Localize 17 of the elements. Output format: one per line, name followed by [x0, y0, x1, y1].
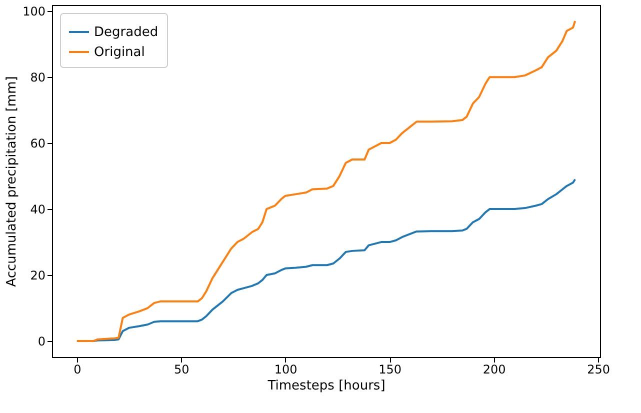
y-axis-title: Accumulated precipitation [mm]: [4, 76, 20, 287]
line-series: [76, 20, 576, 342]
x-tick-label: 0: [74, 362, 82, 376]
y-tick-label: 0: [38, 334, 46, 348]
legend-label: Degraded: [94, 25, 158, 40]
y-tick-label: 20: [30, 268, 46, 283]
y-tick-label: 100: [22, 4, 46, 19]
x-tick-label: 50: [174, 362, 190, 376]
x-tick-label: 250: [587, 362, 610, 376]
x-axis-title: Timesteps [hours]: [266, 378, 386, 394]
x-tick-label: 150: [378, 362, 402, 376]
legend-label: Original: [94, 45, 145, 60]
y-tick-label: 80: [30, 70, 46, 85]
x-tick-label: 200: [482, 362, 506, 376]
y-tick-label: 60: [30, 136, 46, 151]
x-tick-label: 100: [274, 362, 298, 376]
y-tick-label: 40: [30, 202, 46, 217]
